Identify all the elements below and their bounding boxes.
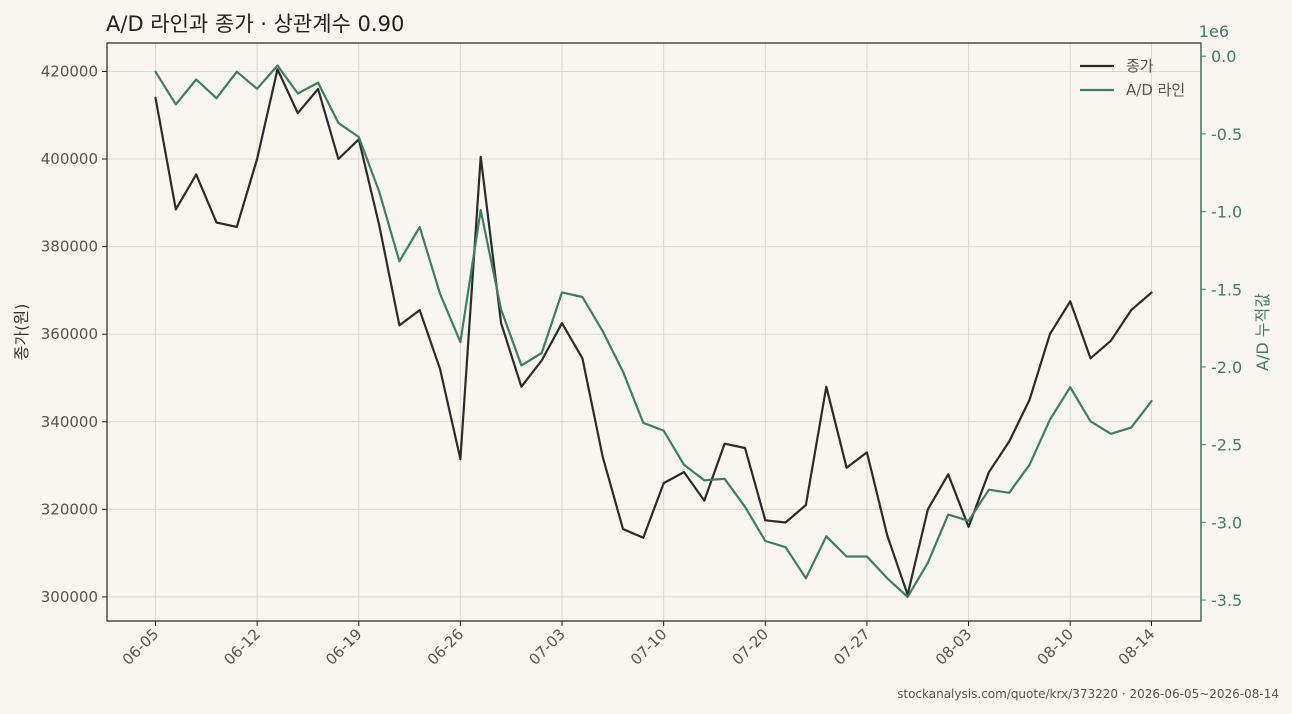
chart-title: A/D 라인과 종가 · 상관계수 0.90	[106, 12, 404, 36]
y-axis-right-label: A/D 누적값	[1253, 293, 1272, 371]
legend-label-close: 종가	[1126, 57, 1154, 75]
y-left-tick-label: 400000	[41, 150, 98, 168]
series-lines	[154, 64, 1153, 599]
x-tick-label: 06-05	[119, 625, 163, 669]
y-axis-left: 300000 320000 340000 360000 380000 400000 4200…	[41, 62, 107, 606]
y-right-tick-label: -0.5	[1211, 125, 1242, 144]
series-line-ad	[154, 64, 1153, 599]
legend-label-ad: A/D 라인	[1126, 81, 1185, 99]
x-tick-label: 06-12	[220, 625, 264, 669]
source-footer: stockanalysis.com/quote/krx/373220 · 202…	[897, 687, 1279, 701]
y-right-tick-label: -3.5	[1211, 591, 1242, 610]
y-left-tick-label: 340000	[41, 413, 98, 431]
y-right-tick-label: -2.5	[1211, 436, 1242, 455]
y-left-tick-label: 360000	[41, 325, 98, 343]
x-tick-label: 08-03	[932, 625, 976, 669]
y-left-tick-label: 320000	[41, 500, 98, 518]
x-axis: 06-05 06-12 06-19 06-26 07-03 07-10 07-20 07-27…	[119, 621, 1159, 669]
legend: 종가 A/D 라인	[1080, 57, 1185, 99]
y-axis-left-label: 종가(원)	[12, 304, 31, 361]
y-left-tick-label: 420000	[41, 62, 98, 80]
y-right-tick-label: -1.0	[1211, 203, 1242, 222]
y-left-tick-label: 300000	[41, 588, 98, 606]
y-right-tick-label: -3.0	[1211, 513, 1242, 532]
x-tick-label: 07-10	[627, 625, 671, 669]
series-line-close	[154, 68, 1153, 596]
x-tick-label: 06-26	[424, 625, 468, 669]
x-tick-label: 06-19	[322, 625, 366, 669]
x-tick-label: 08-14	[1115, 625, 1159, 669]
x-tick-label: 07-20	[729, 625, 773, 669]
y-axis-right: -3.5 -3.0 -2.5 -2.0 -1.5 -1.0 -0.5 0.0	[1201, 47, 1242, 610]
y-left-tick-label: 380000	[41, 238, 98, 256]
y-right-tick-label: -2.0	[1211, 358, 1242, 377]
x-tick-label: 07-03	[525, 625, 569, 669]
y-right-tick-label: 0.0	[1211, 47, 1236, 66]
x-tick-label: 08-10	[1033, 625, 1077, 669]
right-axis-exponent: 1e6	[1199, 22, 1229, 41]
plot-area	[107, 43, 1201, 621]
x-tick-label: 07-27	[830, 625, 874, 669]
y-right-tick-label: -1.5	[1211, 280, 1242, 299]
